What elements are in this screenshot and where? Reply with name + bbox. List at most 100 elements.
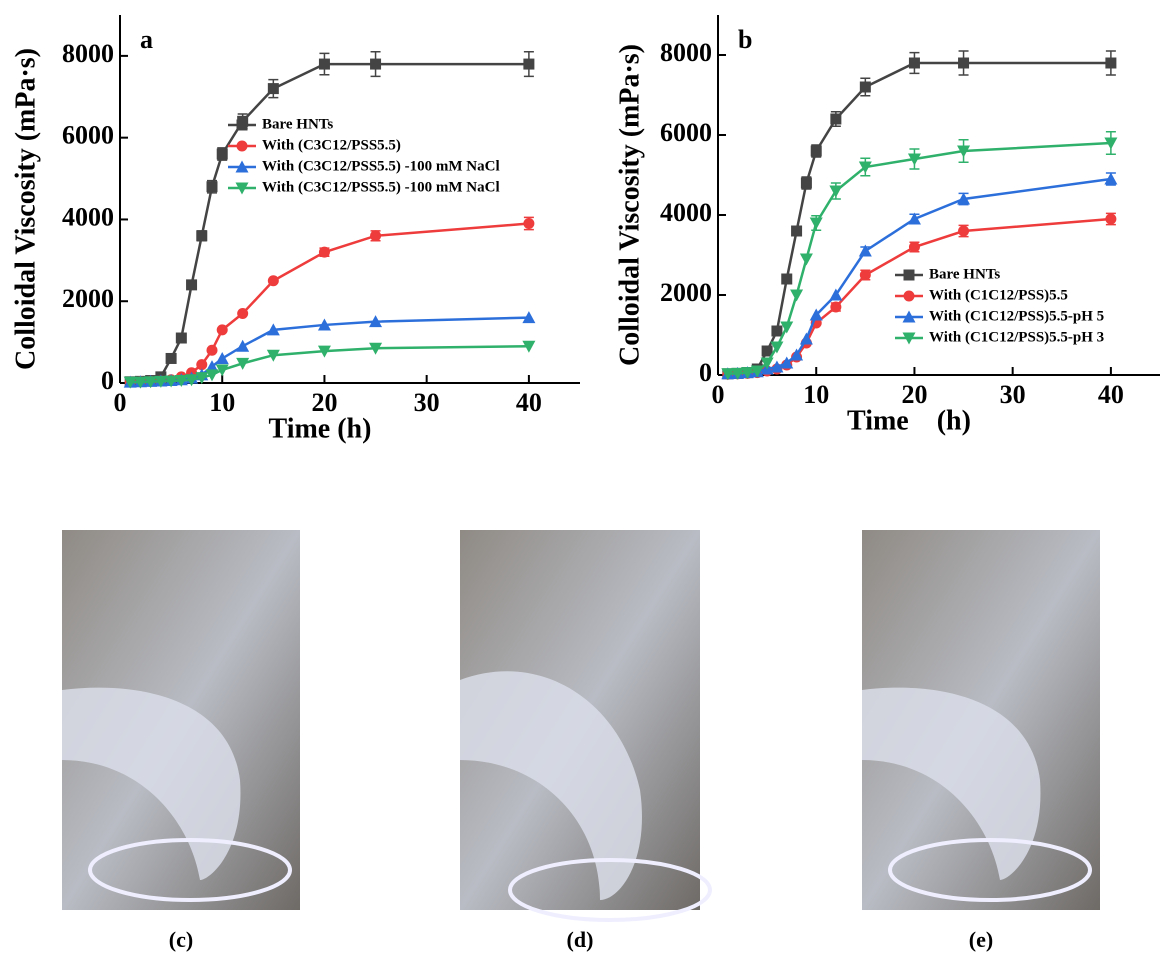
marker — [799, 332, 813, 345]
marker — [186, 279, 198, 291]
y-axis-title: Colloidal Viscosity (mPa·s) — [10, 48, 41, 370]
photo-e — [862, 530, 1100, 910]
marker — [196, 359, 208, 371]
marker — [770, 341, 784, 354]
marker — [196, 230, 208, 242]
marker — [1105, 213, 1117, 225]
marker — [318, 58, 330, 70]
caption: (c) — [169, 927, 193, 952]
legend-marker — [902, 332, 916, 345]
marker — [908, 57, 920, 69]
legend-marker — [235, 182, 249, 195]
marker — [809, 217, 823, 230]
y-tick-label: 0 — [699, 358, 712, 387]
marker — [858, 244, 872, 257]
legend-label: Bare HNTs — [929, 266, 1000, 282]
marker — [829, 185, 843, 198]
marker — [370, 230, 382, 242]
series-line — [130, 62, 529, 384]
marker — [790, 348, 804, 361]
x-axis-title: Time (h) — [847, 405, 971, 436]
marker — [206, 181, 218, 193]
marker — [523, 58, 535, 70]
y-tick-label: 4000 — [660, 198, 712, 227]
legend-label: With (C1C12/PSS)5.5-pH 3 — [929, 329, 1104, 345]
x-axis-title: Time (h) — [269, 413, 372, 444]
legend-label: With (C1C12/PSS)5.5-pH 5 — [929, 308, 1104, 324]
marker — [318, 246, 330, 258]
marker — [1104, 172, 1118, 185]
x-tick-label: 10 — [209, 388, 235, 417]
marker — [215, 351, 229, 364]
marker — [1105, 57, 1117, 69]
marker — [205, 369, 219, 382]
marker — [236, 357, 250, 370]
marker — [829, 288, 843, 301]
marker — [958, 225, 970, 237]
y-tick-label: 6000 — [660, 118, 712, 147]
marker — [154, 375, 168, 388]
legend-marker — [236, 140, 248, 152]
marker — [236, 339, 250, 352]
marker — [195, 372, 209, 385]
y-axis-title: Colloidal Viscosity (mPa·s) — [614, 44, 645, 366]
marker — [522, 311, 536, 324]
marker — [165, 352, 177, 364]
marker — [791, 225, 803, 237]
photo-d — [460, 530, 712, 922]
marker — [164, 375, 178, 388]
marker — [809, 308, 823, 321]
marker — [317, 345, 331, 358]
marker — [760, 357, 774, 370]
legend-marker — [903, 269, 915, 281]
marker — [144, 376, 158, 389]
marker — [185, 374, 199, 387]
marker — [800, 177, 812, 189]
y-tick-label: 8000 — [62, 39, 114, 68]
marker — [216, 148, 228, 160]
marker — [761, 345, 773, 357]
legend-label: With (C1C12/PSS)5.5 — [929, 287, 1068, 303]
marker — [133, 376, 147, 389]
photo-c — [62, 530, 300, 910]
x-tick-label: 20 — [901, 380, 927, 409]
x-tick-label: 30 — [1000, 380, 1026, 409]
marker — [123, 376, 137, 389]
legend-label: With (C3C12/PSS5.5) — [262, 137, 401, 153]
marker — [522, 340, 536, 353]
marker — [858, 161, 872, 174]
marker — [174, 375, 188, 388]
marker — [1104, 137, 1118, 150]
marker — [958, 57, 970, 69]
marker — [780, 356, 794, 369]
marker — [523, 218, 535, 230]
marker — [957, 145, 971, 158]
marker — [175, 332, 187, 344]
marker — [369, 342, 383, 355]
legend-label: With (C3C12/PSS5.5) -100 mM NaCl — [262, 179, 500, 195]
marker — [740, 367, 754, 380]
marker — [830, 113, 842, 125]
marker — [908, 241, 920, 253]
marker — [266, 323, 280, 336]
marker — [770, 360, 784, 373]
marker — [907, 153, 921, 166]
x-tick-label: 40 — [516, 388, 542, 417]
marker — [267, 275, 279, 287]
marker — [215, 364, 229, 377]
y-tick-label: 0 — [101, 366, 114, 395]
x-tick-label: 10 — [803, 380, 829, 409]
series-line — [130, 222, 529, 384]
x-tick-label: 30 — [414, 388, 440, 417]
marker — [859, 269, 871, 281]
marker — [267, 83, 279, 95]
y-tick-label: 6000 — [62, 121, 114, 150]
marker — [237, 307, 249, 319]
y-tick-label: 8000 — [660, 38, 712, 67]
y-tick-label: 4000 — [62, 202, 114, 231]
marker — [369, 315, 383, 328]
marker — [799, 253, 813, 266]
marker — [370, 58, 382, 70]
legend-label: Bare HNTs — [262, 116, 333, 132]
